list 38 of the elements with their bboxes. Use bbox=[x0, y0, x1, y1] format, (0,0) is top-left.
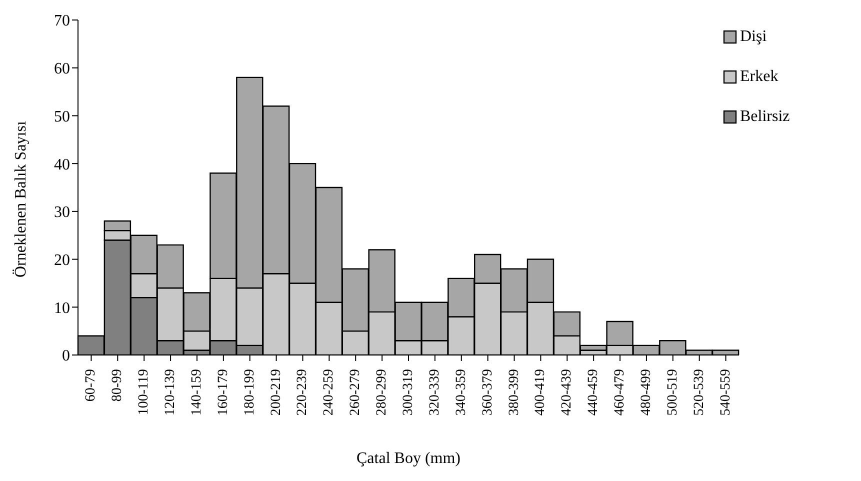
x-tick-label: 380-399 bbox=[506, 369, 522, 416]
x-tick-label: 100-119 bbox=[136, 369, 152, 416]
x-tick-label: 500-519 bbox=[665, 369, 680, 416]
x-axis-title: Çatal Boy (mm) bbox=[356, 450, 460, 467]
x-tick-label: 120-139 bbox=[163, 369, 178, 416]
x-tick-label: 140-159 bbox=[189, 369, 204, 416]
y-tick-label: 70 bbox=[54, 12, 70, 30]
x-tick-label: 460-479 bbox=[612, 369, 628, 416]
x-tick-label: 340-359 bbox=[454, 369, 469, 416]
x-tick-label: 540-559 bbox=[718, 369, 734, 416]
y-tick-label: 50 bbox=[54, 108, 70, 126]
y-tick-label: 60 bbox=[54, 60, 70, 78]
legend-label: Belirsiz bbox=[740, 108, 790, 126]
x-tick-label: 240-259 bbox=[322, 369, 337, 416]
y-axis-title: Örneklenen Balık Sayısı bbox=[12, 120, 30, 278]
x-tick-label: 200-219 bbox=[268, 369, 284, 416]
x-tick-label: 260-279 bbox=[348, 369, 364, 416]
x-tick-label: 440-459 bbox=[586, 369, 602, 416]
x-tick-label: 60-79 bbox=[84, 369, 99, 402]
y-tick-label: 40 bbox=[54, 156, 70, 174]
x-tick-label: 480-499 bbox=[638, 369, 654, 416]
legend-label: Dişi bbox=[740, 28, 767, 46]
x-tick-label: 220-239 bbox=[295, 369, 310, 416]
x-tick-label: 160-179 bbox=[216, 369, 231, 416]
x-tick-label: 400-419 bbox=[533, 369, 548, 416]
x-tick-label: 280-299 bbox=[374, 369, 390, 416]
y-tick-label: 10 bbox=[54, 300, 70, 317]
y-tick-label: 30 bbox=[54, 204, 70, 222]
x-tick-label: 300-319 bbox=[401, 369, 416, 416]
x-tick-label: 80-99 bbox=[110, 369, 126, 402]
x-tick-label: 180-199 bbox=[242, 369, 258, 416]
x-tick-label: 520-539 bbox=[692, 369, 707, 416]
legend-label: Erkek bbox=[740, 68, 778, 86]
y-tick-label: 0 bbox=[62, 348, 70, 365]
x-tick-label: 420-439 bbox=[560, 369, 575, 416]
y-tick-label: 20 bbox=[54, 252, 70, 269]
x-tick-label: 320-339 bbox=[427, 369, 442, 416]
x-tick-label: 360-379 bbox=[480, 369, 496, 416]
